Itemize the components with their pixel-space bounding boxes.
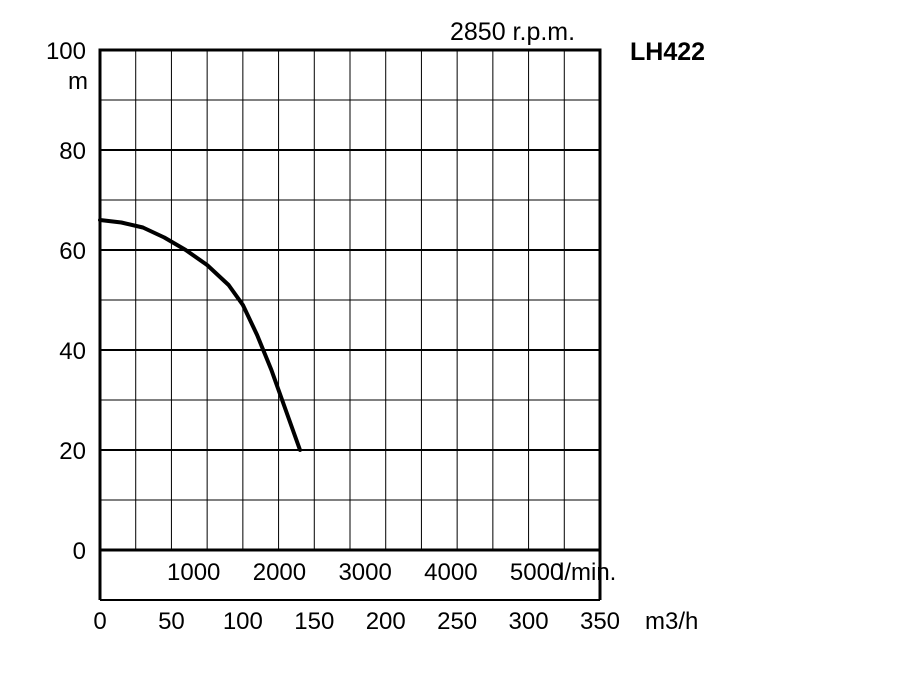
pump-curve-line [98, 218, 302, 452]
x-tick-label: 150 [294, 608, 334, 635]
x-tick-label: 350 [580, 608, 620, 635]
y-tick-label: 20 [59, 438, 86, 465]
speed-label: 2850 r.p.m. [450, 18, 575, 46]
flow-tick-label: 2000 [253, 559, 306, 586]
y-tick-label: 80 [59, 138, 86, 165]
y-tick-label: 100 [46, 38, 86, 65]
chart-grid [100, 50, 600, 550]
x-tick-label: 250 [437, 608, 477, 635]
x-tick-label: 50 [158, 608, 185, 635]
flow-lmin-unit: l/min. [559, 559, 616, 586]
x-tick-label: 300 [509, 608, 549, 635]
flow-tick-label: 5000 [510, 559, 563, 586]
flow-tick-label: 3000 [338, 559, 391, 586]
x-axis-unit: m3/h [645, 608, 698, 635]
y-tick-label: 60 [59, 238, 86, 265]
x-axis-ticks: 0 50 100 150 200 250 300 350 [93, 608, 620, 635]
y-axis-unit: m [68, 68, 88, 95]
x-tick-label: 100 [223, 608, 263, 635]
flow-tick-label: 1000 [167, 559, 220, 586]
flow-tick-label: 4000 [424, 559, 477, 586]
x-tick-label: 0 [93, 608, 106, 635]
y-tick-label: 40 [59, 338, 86, 365]
x-tick-label: 200 [366, 608, 406, 635]
chart-frame [98, 48, 602, 601]
y-axis-ticks: 0 20 40 60 80 100 [46, 38, 86, 565]
flow-lmin-ticks: 1000 2000 3000 4000 5000 [167, 559, 563, 586]
y-tick-label: 0 [73, 538, 86, 565]
plot-border [98, 48, 602, 552]
model-label: LH422 [630, 38, 705, 66]
